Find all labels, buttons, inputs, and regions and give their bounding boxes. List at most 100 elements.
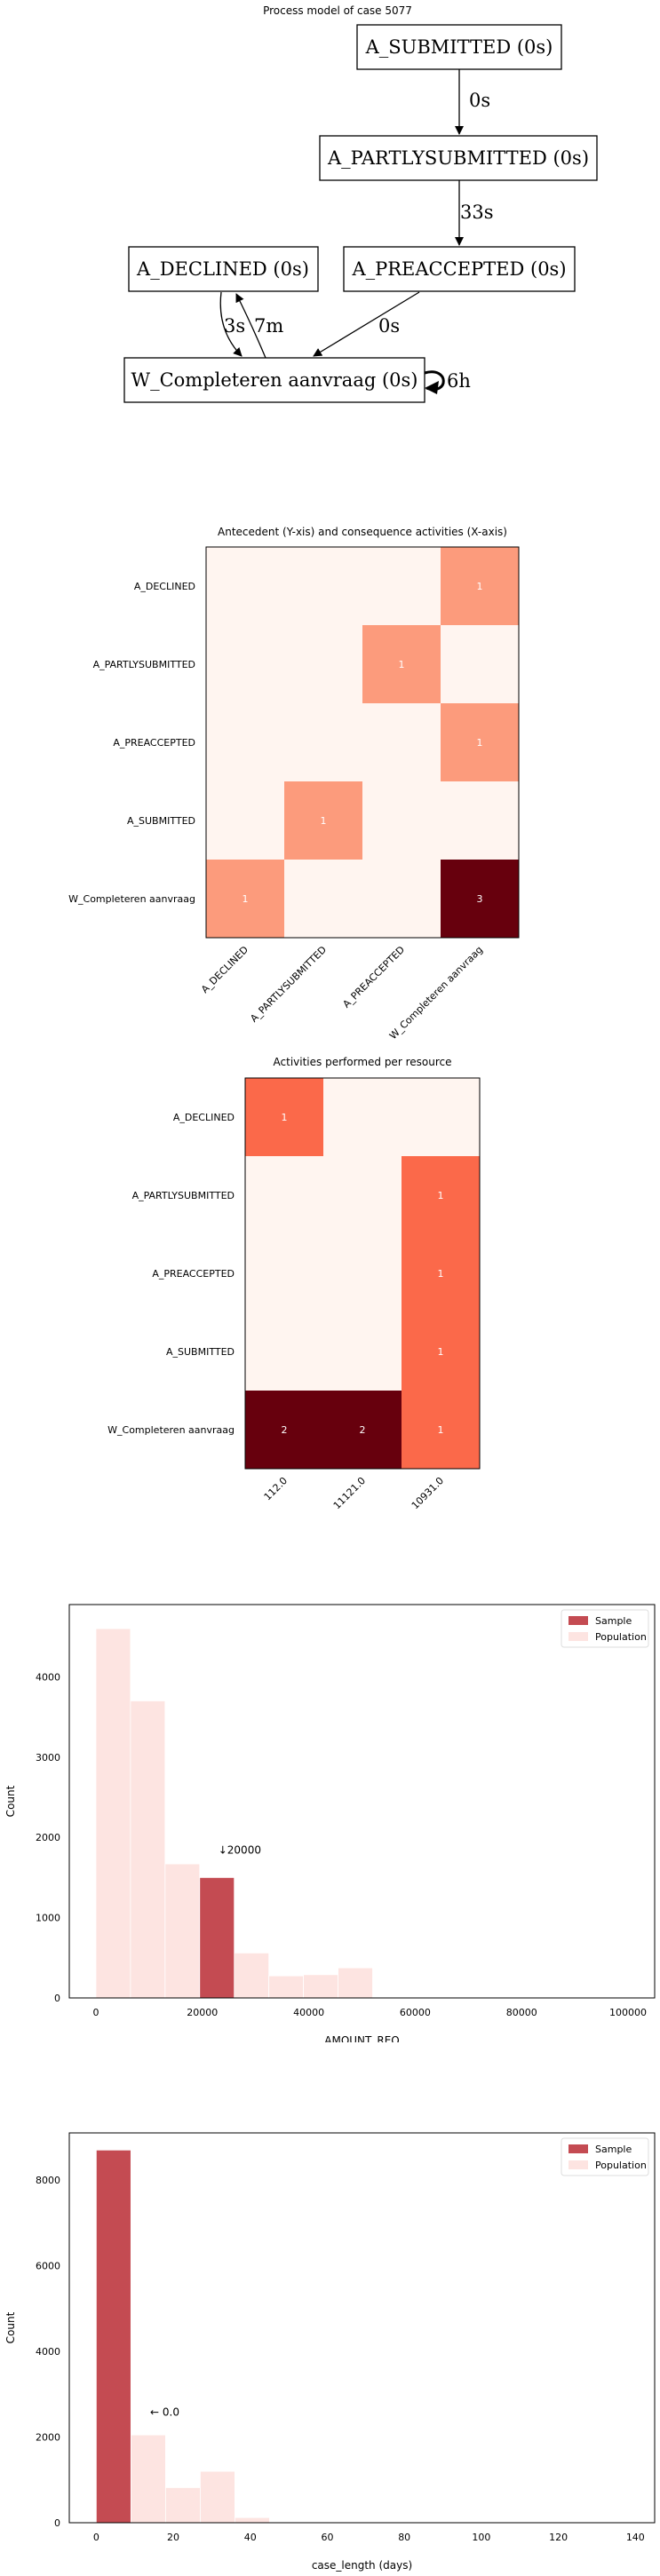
edge-completeren-self-arrowhead — [425, 381, 439, 394]
heatmap-cell — [206, 781, 284, 860]
heatmap-cell-value: 1 — [477, 581, 483, 592]
x-axis-label: AMOUNT_REQ — [324, 2034, 399, 2042]
edge-label-completeren-self: 6h — [447, 370, 471, 392]
row-label-a-submitted: A_SUBMITTED — [166, 1346, 235, 1358]
heatmap-cell — [206, 547, 284, 625]
x-tick-label: 120 — [549, 2532, 568, 2543]
node-a-declined — [128, 246, 319, 292]
legend-label-population: Population — [595, 2160, 647, 2171]
x-tick-label: 20 — [167, 2532, 179, 2543]
heatmap-frame — [205, 546, 520, 939]
case-length-histogram: 0 20 40 60 80 100 120 140 0 2000 4000 6000 8000 case_… — [4, 2132, 656, 2572]
hist-bar-population — [164, 1863, 201, 1999]
hist-bar-population — [164, 2487, 201, 2524]
row-label-a-partlysubmitted: A_PARTLYSUBMITTED — [132, 1190, 235, 1201]
x-tick-label: 100000 — [609, 2007, 647, 2018]
edge-label-preaccepted-completeren: 0s — [378, 315, 400, 337]
y-tick-label: 8000 — [36, 2175, 60, 2186]
amount-req-histogram: 0 20000 40000 60000 80000 100000 0 1000 2000 3000… — [4, 1604, 656, 2042]
heatmap-cell — [284, 703, 362, 781]
x-tick-label: 40 — [244, 2532, 257, 2543]
heatmap-cell — [323, 1391, 402, 1469]
activities-per-resource-heatmap: Activities performed per resource 1 A_DECL… — [107, 1056, 481, 1511]
legend-label-sample: Sample — [595, 2144, 632, 2155]
heatmap-cell — [362, 547, 441, 625]
hist-bar-population — [95, 1628, 131, 1999]
x-tick-label: 60000 — [400, 2007, 431, 2018]
node-a-submitted-label: A_SUBMITTED (0s) — [365, 36, 553, 58]
edge-label-completeren-declined: 7m — [254, 315, 283, 337]
sample-annotation: ↓20000 — [219, 1843, 261, 1856]
heatmap-cell — [245, 1234, 323, 1312]
heatmap-cell — [206, 860, 284, 938]
legend-label-sample: Sample — [595, 1615, 632, 1627]
heatmap-cell-value: 1 — [243, 893, 249, 905]
x-tick-label: 0 — [92, 2007, 99, 2018]
heatmap-cell — [323, 1078, 402, 1156]
hist-bar-population — [338, 1967, 373, 1999]
plot-frame — [68, 2132, 656, 2524]
process-model-diagram: Process model of case 5077 A_SUBMITTED (… — [123, 4, 598, 403]
edge-declined-completeren — [219, 291, 243, 357]
legend-swatch-population — [569, 2160, 588, 2169]
y-tick-label: 6000 — [36, 2261, 60, 2272]
heatmap-cell — [245, 1391, 323, 1469]
heatmap-cell — [206, 703, 284, 781]
x-tick-label: 100 — [472, 2532, 490, 2543]
hist-bar-population — [303, 1974, 338, 1999]
heatmap-cell — [402, 1391, 480, 1469]
node-a-preaccepted-label: A_PREACCEPTED (0s) — [351, 258, 566, 280]
y-tick-label: 0 — [54, 2517, 60, 2529]
hist-bar-population — [268, 1975, 304, 1999]
heatmap-cell-value: 1 — [321, 815, 327, 827]
heatmap-title: Antecedent (Y-xis) and consequence activ… — [218, 526, 507, 538]
col-label-11121-0: 11121.0 — [331, 1475, 368, 1511]
row-label-a-preaccepted: A_PREACCEPTED — [152, 1268, 235, 1280]
heatmap-cell — [245, 1156, 323, 1234]
heatmap-cell — [402, 1312, 480, 1391]
node-a-partlysubmitted — [319, 135, 598, 181]
x-tick-label: 60 — [321, 2532, 333, 2543]
legend-swatch-sample — [569, 2144, 588, 2153]
col-label-a-preaccepted: A_PREACCEPTED — [340, 944, 407, 1011]
row-label-a-submitted: A_SUBMITTED — [127, 815, 195, 827]
legend-swatch-population — [569, 1632, 588, 1641]
y-tick-label: 3000 — [36, 1752, 60, 1764]
x-tick-label: 80000 — [506, 2007, 537, 2018]
y-tick-label: 2000 — [36, 2432, 60, 2444]
heatmap-cell — [206, 625, 284, 703]
hist-bar-population — [234, 1952, 270, 1999]
heatmap-cell — [323, 1234, 402, 1312]
heatmap-cell — [362, 860, 441, 938]
heatmap-cell — [402, 1078, 480, 1156]
col-label-112-0: 112.0 — [262, 1475, 290, 1502]
heatmap-cell — [402, 1234, 480, 1312]
heatmap-cell-value: 2 — [360, 1424, 366, 1436]
edge-preaccepted-completeren — [313, 291, 420, 357]
heatmap-cell — [441, 703, 519, 781]
node-a-preaccepted — [343, 246, 576, 292]
heatmap-cell — [284, 781, 362, 860]
heatmap-cell — [323, 1156, 402, 1234]
edge-label-partly-preaccepted: 33s — [460, 202, 494, 223]
heatmap-cell — [441, 860, 519, 938]
legend-swatch-sample — [569, 1616, 588, 1625]
col-label-10931-0: 10931.0 — [410, 1475, 446, 1511]
col-label-a-partlysubmitted: A_PARTLYSUBMITTED — [248, 944, 329, 1025]
heatmap-cell — [362, 625, 441, 703]
heatmap-frame — [244, 1077, 481, 1470]
hist-bar-population — [130, 1700, 166, 1999]
heatmap-cell — [245, 1312, 323, 1391]
heatmap-cell-value: 1 — [438, 1346, 444, 1358]
node-w-completeren-label: W_Completeren aanvraag (0s) — [131, 369, 418, 391]
antecedent-consequence-heatmap: Antecedent (Y-xis) and consequence activ… — [68, 526, 520, 1042]
col-label-w-completeren-aanvraag: W_Completeren aanvraag — [387, 944, 485, 1042]
process-model-title: Process model of case 5077 — [263, 4, 412, 17]
edge-label-submitted-partly: 0s — [469, 90, 490, 111]
hist-bar-population — [235, 2517, 270, 2524]
heatmap-cell-value: 1 — [438, 1268, 444, 1280]
row-label-w-completeren-aanvraag: W_Completeren aanvraag — [68, 893, 195, 905]
heatmap-cell — [362, 703, 441, 781]
heatmap-cell-value: 3 — [477, 893, 483, 905]
plot-frame — [68, 1604, 656, 1999]
